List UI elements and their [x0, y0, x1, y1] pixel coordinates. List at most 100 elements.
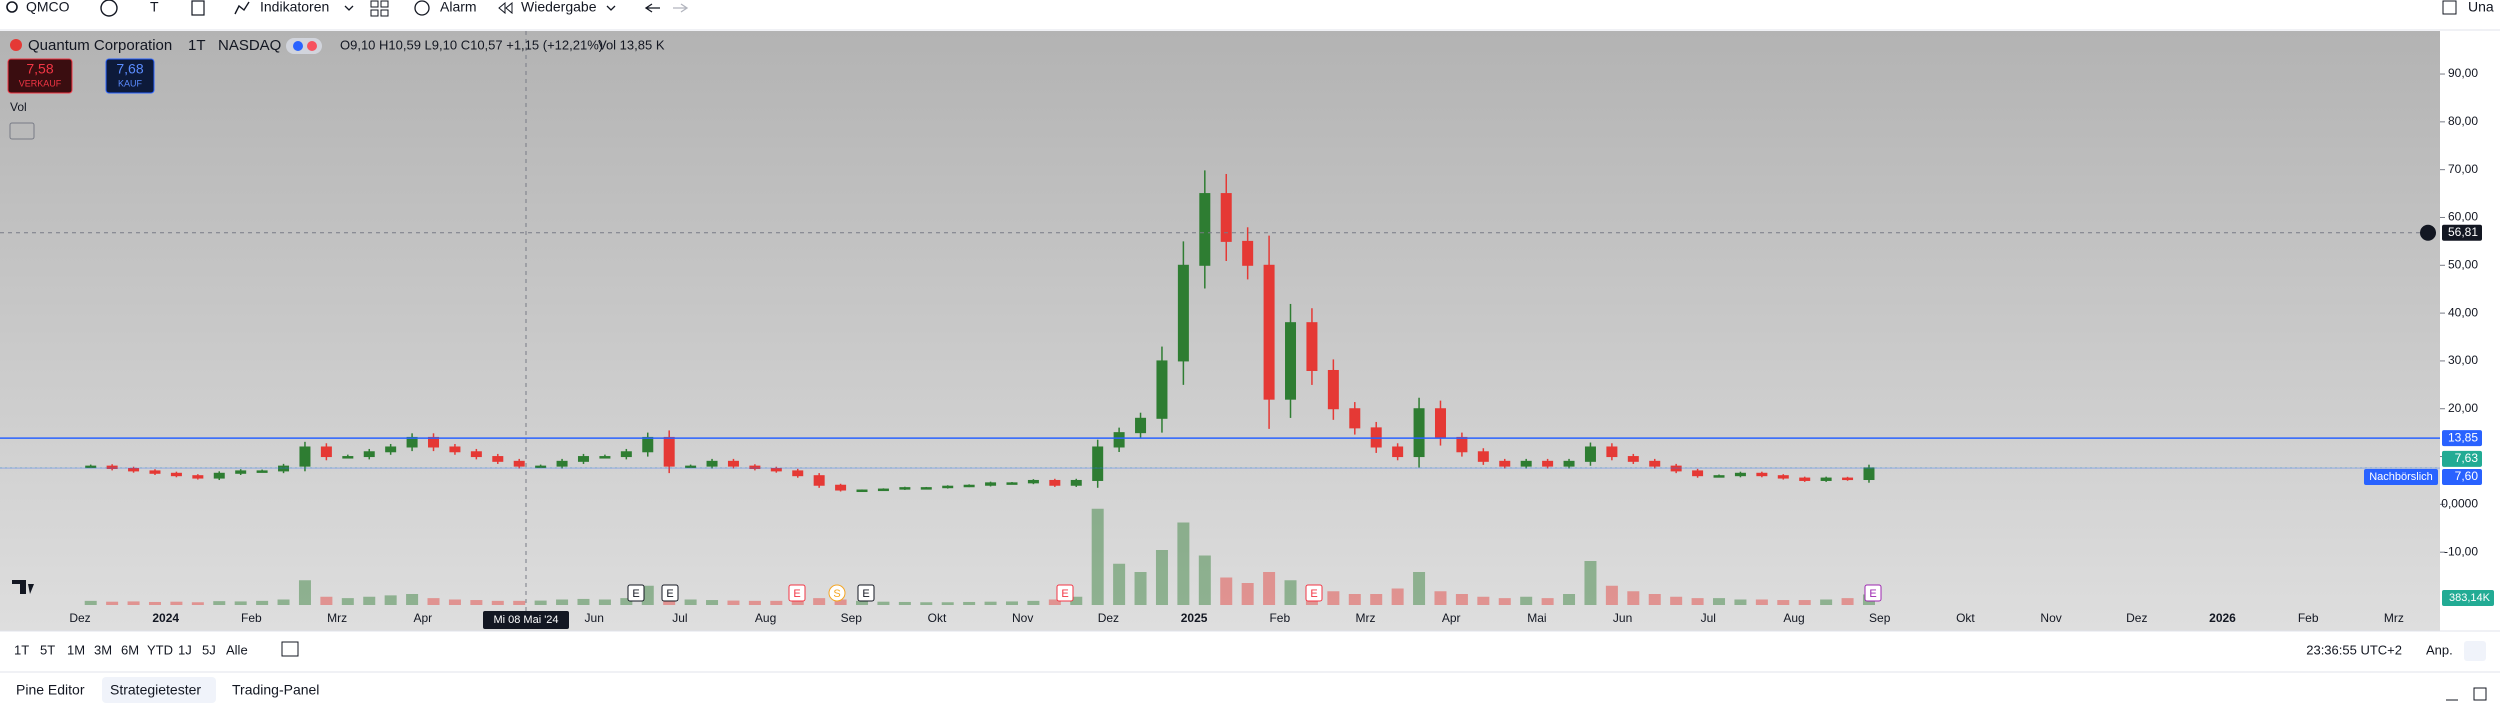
tab[interactable]: Strategietester: [110, 682, 201, 698]
sell-button[interactable]: [7, 58, 73, 94]
candle-body: [1713, 475, 1725, 478]
range-button[interactable]: 5T: [40, 642, 55, 657]
collapse-button[interactable]: [9, 122, 35, 140]
candle-body: [235, 470, 247, 474]
alert-icon[interactable]: [414, 0, 430, 16]
event-marker[interactable]: [857, 584, 875, 602]
adjust[interactable]: Anp.: [2426, 642, 2453, 657]
interval[interactable]: T: [150, 0, 159, 15]
volume-bar: [1048, 599, 1061, 605]
y-tick-label: 0,0000: [2441, 497, 2478, 511]
volume-bar: [920, 602, 933, 605]
event-label[interactable]: E: [1869, 588, 1876, 600]
sell-label[interactable]: VERKAUF: [19, 78, 62, 88]
volume-bar: [127, 601, 140, 605]
dropdown[interactable]: [344, 5, 354, 11]
volume-bar: [1113, 563, 1126, 605]
event-marker[interactable]: [828, 584, 846, 602]
replay-icon[interactable]: [498, 1, 513, 15]
event-marker[interactable]: [1056, 584, 1074, 602]
tab[interactable]: Pine Editor: [16, 682, 85, 698]
x-tick-label: Apr: [413, 611, 432, 625]
volume-bar: [1584, 561, 1597, 605]
x-tick-label: Okt: [1956, 611, 1975, 625]
indicators-icon[interactable]: [234, 1, 250, 15]
volume-bar: [641, 585, 654, 605]
date-range-icon[interactable]: [281, 641, 299, 657]
range-button[interactable]: 6M: [121, 642, 139, 657]
event-label[interactable]: E: [862, 588, 869, 600]
x-tick-label: Dez: [2126, 611, 2147, 625]
badge: [293, 41, 303, 51]
redo[interactable]: [673, 3, 689, 13]
volume-bar: [1070, 596, 1083, 605]
event-label[interactable]: E: [1310, 588, 1317, 600]
volume-bar: [1820, 599, 1833, 605]
range-button[interactable]: 1T: [14, 642, 29, 657]
volume-bar: [1091, 508, 1104, 605]
event-label[interactable]: E: [666, 588, 673, 600]
candle-body: [170, 472, 182, 477]
volume-bar: [1563, 594, 1576, 605]
scale-button[interactable]: [2464, 641, 2486, 661]
range-button[interactable]: 1M: [67, 642, 85, 657]
legend-volume: Vol 13,85 K: [598, 37, 665, 52]
volume-bar: [1391, 588, 1404, 605]
templates-icon[interactable]: [370, 0, 389, 17]
volume-bar: [748, 600, 761, 605]
volume-bar: [191, 602, 204, 605]
layout-icon[interactable]: [2442, 0, 2457, 15]
price-label: 7,60: [2455, 469, 2479, 483]
candle-body: [1242, 240, 1254, 266]
event-label[interactable]: E: [632, 588, 639, 600]
maximize[interactable]: [2473, 687, 2487, 701]
candle-body: [363, 451, 375, 458]
event-marker[interactable]: [788, 584, 806, 602]
x-tick-label: 2025: [1181, 611, 1208, 625]
x-tick-label: Okt: [928, 611, 947, 625]
range-button[interactable]: YTD: [147, 642, 173, 657]
crosshair-add[interactable]: [2420, 224, 2436, 241]
tab-active: [102, 677, 216, 703]
candle-body: [1842, 477, 1854, 481]
sell-price[interactable]: 7,58: [26, 61, 53, 77]
candle-body: [513, 460, 525, 467]
candle-body: [106, 465, 118, 470]
range-button[interactable]: 5J: [202, 642, 216, 657]
dropdown[interactable]: [606, 5, 616, 11]
range-button[interactable]: 3M: [94, 642, 112, 657]
user-menu[interactable]: Una: [2468, 0, 2494, 15]
buy-label[interactable]: KAUF: [118, 78, 143, 88]
event-marker[interactable]: [627, 584, 645, 602]
candle-body: [1649, 460, 1661, 467]
range-button[interactable]: 1J: [178, 642, 192, 657]
range-button[interactable]: Alle: [226, 642, 248, 657]
tab[interactable]: Trading-Panel: [232, 682, 319, 698]
undo[interactable]: [644, 3, 660, 13]
volume-bar: [1413, 572, 1426, 605]
alert[interactable]: Alarm: [440, 0, 477, 15]
candle-body: [727, 460, 739, 467]
search-icon[interactable]: [6, 1, 18, 13]
volume-bar: [1455, 594, 1468, 605]
event-marker[interactable]: [1864, 584, 1882, 602]
candle-body: [663, 436, 675, 467]
event-marker[interactable]: [661, 584, 679, 602]
symbol[interactable]: QMCO: [26, 0, 70, 15]
event-label[interactable]: S: [833, 588, 840, 600]
buy-button[interactable]: [105, 58, 155, 94]
event-label[interactable]: E: [793, 588, 800, 600]
x-tick-label: Nov: [1012, 611, 1033, 625]
indicators[interactable]: Indikatoren: [260, 0, 329, 15]
buy-price[interactable]: 7,68: [116, 61, 143, 77]
price-label-box: [2442, 430, 2482, 447]
y-tick-label: 30,00: [2448, 353, 2478, 367]
replay[interactable]: Wiedergabe: [521, 0, 597, 15]
volume-bar: [84, 600, 97, 605]
candle-body: [942, 485, 954, 489]
event-label[interactable]: E: [1061, 588, 1068, 600]
event-marker[interactable]: [1305, 584, 1323, 602]
add-symbol[interactable]: [100, 0, 118, 17]
chart-type-icon[interactable]: [191, 0, 205, 16]
volume-bar: [1734, 599, 1747, 605]
